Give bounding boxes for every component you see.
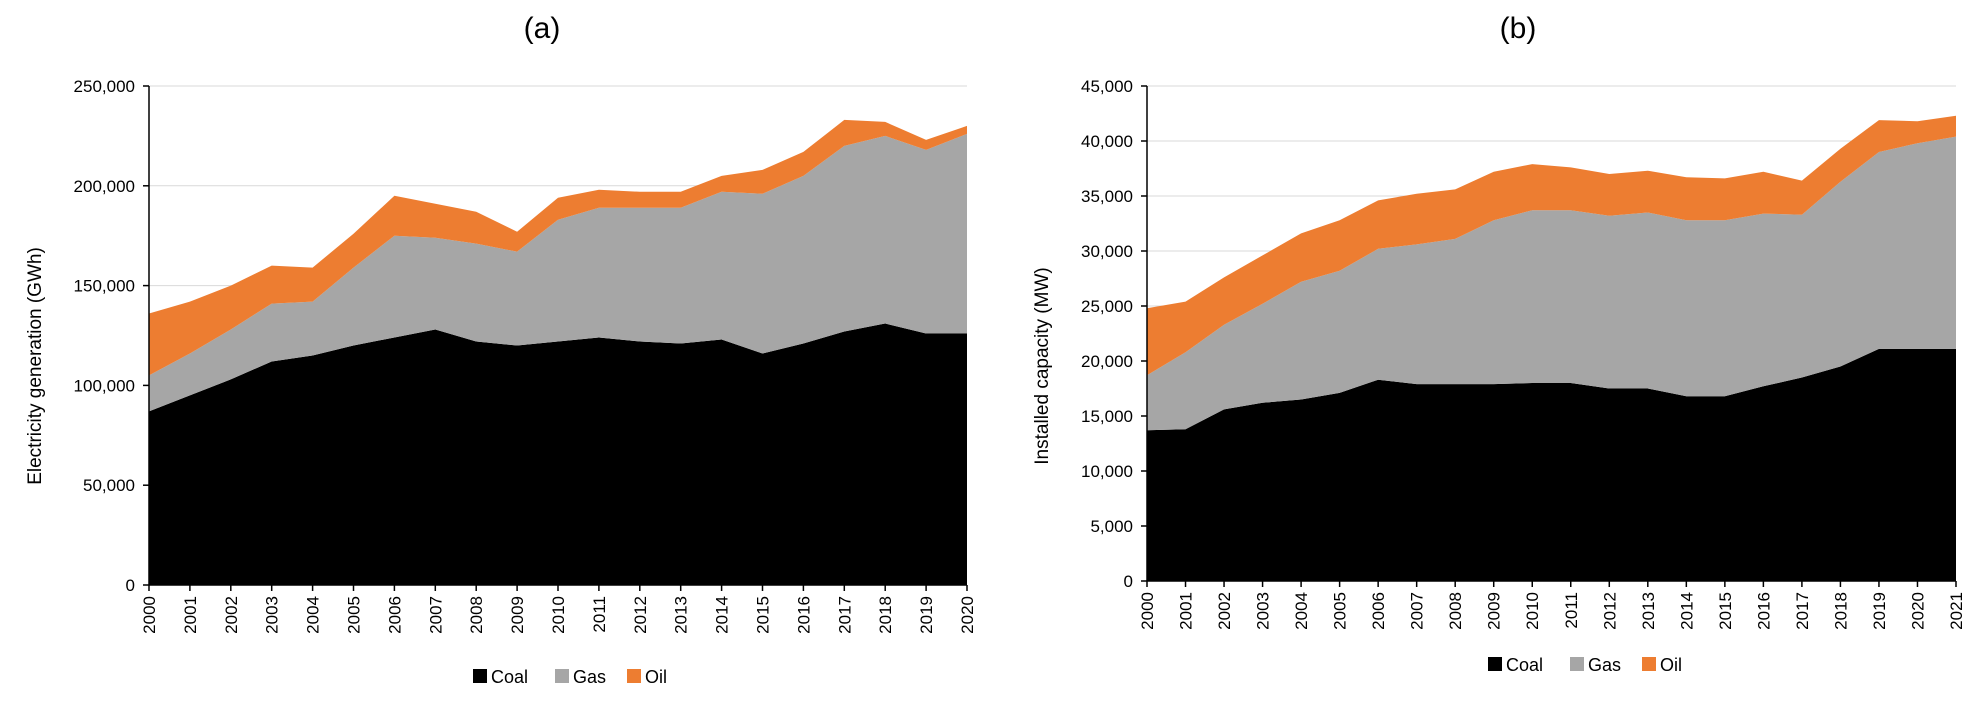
chart-a-x-tick-label: 2013 (672, 596, 691, 634)
chart-b-y-tick-label: 15,000 (1081, 407, 1133, 426)
chart-b-area-gas (1147, 136, 1956, 431)
chart-b-x-tick-label: 2003 (1254, 592, 1273, 630)
chart-b-area-oil (1147, 115, 1956, 376)
chart-a-legend: Coal Gas Oil (473, 667, 667, 687)
chart-b-y-tick-label: 10,000 (1081, 462, 1133, 481)
chart-a-x-tick-label: 2005 (345, 596, 364, 634)
chart-b-y-tick-label: 5,000 (1090, 517, 1133, 536)
chart-a-x-tick-label: 2006 (385, 596, 404, 634)
chart-b: (b) Installed capacity (MW) 0 5,000 10,000… (1032, 12, 1966, 675)
chart-a-x-tick-label: 2015 (754, 596, 773, 634)
chart-a-x-tick-label: 2012 (631, 596, 650, 634)
chart-b-x-tick-label: 2012 (1600, 592, 1619, 630)
chart-b-x-tick-label: 2000 (1138, 592, 1157, 630)
chart-b-y-tick-label: 20,000 (1081, 352, 1133, 371)
chart-a-y-tick-label: 50,000 (83, 476, 135, 495)
chart-b-x-tick-label: 2001 (1177, 592, 1196, 630)
chart-a-areas (149, 119, 967, 585)
chart-a-legend-label-coal: Coal (491, 667, 528, 687)
chart-a: (a) Electricity generation (GWh) 0 50,000… (25, 12, 977, 687)
chart-a-legend-label-gas: Gas (573, 667, 606, 687)
chart-b-x-tick-label: 2005 (1331, 592, 1350, 630)
chart-b-y-tick-label: 35,000 (1081, 187, 1133, 206)
chart-b-y-tick-label: 30,000 (1081, 242, 1133, 261)
chart-a-x-tick-label: 2016 (794, 596, 813, 634)
chart-b-x-tick-label: 2015 (1716, 592, 1735, 630)
chart-a-area-oil (149, 119, 967, 376)
chart-b-x-tick-label: 2014 (1677, 592, 1696, 630)
chart-b-legend-label-coal: Coal (1506, 655, 1543, 675)
chart-b-x-tick-label: 2004 (1292, 592, 1311, 630)
chart-b-y-tick-label: 40,000 (1081, 132, 1133, 151)
chart-b-legend-label-gas: Gas (1588, 655, 1621, 675)
chart-b-x-tick-label: 2017 (1793, 592, 1812, 630)
chart-b-x-tick-label: 2009 (1485, 592, 1504, 630)
chart-a-x-tick-label: 2001 (181, 596, 200, 634)
chart-a-x-tick-label: 2008 (467, 596, 486, 634)
chart-b-y-ticks: 0 5,000 10,000 15,000 20,000 25,000 30,000 35,0… (1081, 77, 1133, 591)
chart-b-x-tick-label: 2008 (1446, 592, 1465, 630)
chart-b-x-tick-label: 2010 (1523, 592, 1542, 630)
chart-a-y-tick-label: 150,000 (74, 277, 135, 296)
chart-b-y-tick-label: 25,000 (1081, 297, 1133, 316)
chart-b-area-coal (1147, 348, 1956, 581)
chart-a-x-tick-label: 2009 (508, 596, 527, 634)
chart-b-x-tick-label: 2013 (1639, 592, 1658, 630)
chart-a-legend-swatch-gas (555, 669, 569, 683)
chart-a-x-tick-label: 2004 (304, 596, 323, 634)
chart-a-x-tick-label: 2000 (140, 596, 159, 634)
chart-a-x-tick-label: 2002 (222, 596, 241, 634)
chart-a-y-tick-label: 100,000 (74, 376, 135, 395)
chart-a-x-tick-label: 2020 (958, 596, 977, 634)
chart-a-x-tick-label: 2019 (917, 596, 936, 634)
chart-a-x-tick-label: 2003 (263, 596, 282, 634)
chart-a-y-axis-label: Electricity generation (GWh) (25, 247, 46, 485)
chart-b-x-tick-label: 2006 (1369, 592, 1388, 630)
chart-a-x-tick-label: 2007 (426, 596, 445, 634)
chart-a-x-ticks: 2000 2001 2002 2003 2004 2005 2006 2007 2008 2009… (140, 596, 977, 634)
chart-a-legend-label-oil: Oil (645, 667, 667, 687)
chart-a-x-tick-label: 2018 (876, 596, 895, 634)
chart-a-y-tick-label: 200,000 (74, 177, 135, 196)
chart-a-y-tick-label: 0 (126, 576, 135, 595)
chart-a-x-tick-label: 2011 (590, 596, 609, 633)
chart-b-legend-label-oil: Oil (1660, 655, 1682, 675)
chart-b-x-tick-label: 2016 (1754, 592, 1773, 630)
chart-a-axes (143, 85, 968, 591)
chart-a-y-ticks: 0 50,000 100,000 150,000 200,000 250,000 (74, 77, 135, 595)
chart-b-y-tick-label: 45,000 (1081, 77, 1133, 96)
chart-b-x-tick-label: 2018 (1831, 592, 1850, 630)
chart-a-x-tick-label: 2014 (713, 596, 732, 634)
chart-b-axes (1141, 85, 1957, 587)
chart-b-x-tick-label: 2021 (1947, 592, 1966, 630)
chart-b-legend-swatch-gas (1570, 657, 1584, 671)
chart-b-areas (1147, 115, 1956, 581)
chart-b-title: (b) (1500, 12, 1537, 45)
chart-a-area-gas (149, 133, 967, 412)
chart-b-y-axis-label: Installed capacity (MW) (1032, 267, 1053, 464)
chart-b-x-ticks: 2000 2001 2002 2003 2004 2005 2006 2007 2008 2009… (1138, 592, 1966, 630)
chart-b-legend-swatch-oil (1642, 657, 1656, 671)
chart-a-title: (a) (524, 12, 561, 45)
chart-a-x-tick-label: 2010 (549, 596, 568, 634)
chart-b-x-tick-label: 2011 (1562, 592, 1581, 629)
chart-b-legend-swatch-coal (1488, 657, 1502, 671)
chart-b-y-tick-label: 0 (1124, 572, 1133, 591)
chart-a-y-tick-label: 250,000 (74, 77, 135, 96)
chart-a-x-tick-label: 2017 (835, 596, 854, 634)
chart-b-x-tick-label: 2020 (1908, 592, 1927, 630)
chart-b-legend: Coal Gas Oil (1488, 655, 1682, 675)
chart-b-x-tick-label: 2007 (1408, 592, 1427, 630)
chart-b-x-tick-label: 2002 (1215, 592, 1234, 630)
chart-a-area-coal (149, 323, 967, 585)
chart-a-legend-swatch-coal (473, 669, 487, 683)
chart-a-legend-swatch-oil (627, 669, 641, 683)
chart-b-x-tick-label: 2019 (1870, 592, 1889, 630)
